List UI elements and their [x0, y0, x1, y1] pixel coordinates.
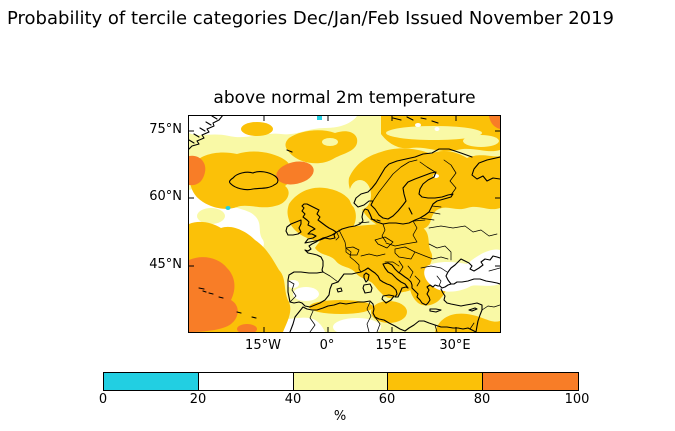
map-subtitle: above normal 2m temperature [213, 88, 476, 108]
colorbar-segment-80-100 [483, 373, 578, 390]
region-white-speck [434, 127, 440, 131]
border-switzerland [345, 246, 360, 256]
colorbar-tick-80: 80 [473, 392, 491, 407]
x-tick-label-0: 0° [319, 338, 335, 353]
region-east-of-iceland-orange [276, 161, 314, 185]
border-hungary-romania-bulgaria [394, 246, 449, 273]
y-tick-label-75n: 75°N [149, 122, 182, 137]
region-arctic-gold-spot [241, 122, 273, 136]
region-cyan-speck [317, 116, 322, 120]
region-pale-hole [322, 138, 338, 146]
region-barents-pale-band [463, 135, 499, 147]
coastline-turkey-levant [440, 288, 483, 332]
region-cyan-speck [225, 206, 231, 210]
coastline-weurope-med [287, 237, 500, 308]
region-uk-northsea-gold [287, 187, 356, 242]
border-turkey-east [481, 267, 500, 311]
axis-tick-marks [189, 116, 500, 332]
border-austria-croatia [360, 253, 400, 267]
border-north-africa [309, 301, 475, 332]
region-barents-pale-band [386, 126, 482, 140]
map-panel [188, 115, 501, 333]
colorbar-segment-60-80 [388, 373, 484, 390]
colorbar [103, 372, 579, 391]
region-med-gold [371, 301, 407, 323]
y-tick-label-60n: 60°N [149, 189, 182, 204]
coastline-ireland [285, 219, 302, 236]
border-france-east [338, 229, 362, 273]
region-maghreb-gold [309, 300, 373, 314]
coastline-med-islands [336, 272, 478, 313]
coastline-black-sea [445, 255, 500, 285]
coastline-scandinavia-baltic [322, 148, 473, 239]
region-white-speck [415, 123, 421, 127]
tick-marks [189, 116, 500, 332]
region-iberia-white [293, 287, 319, 301]
coastline-white-sea [471, 156, 500, 182]
colorbar-segment-20-40 [198, 373, 294, 390]
region-azores-orange [189, 257, 238, 332]
coastline-small-islands [198, 207, 413, 319]
x-tick-label-30e: 30°E [439, 338, 471, 353]
region-ne-corner-orange [489, 116, 500, 129]
region-arctic-white-band [189, 116, 357, 138]
border-ukraine [428, 225, 498, 261]
colorbar-segment-0-20 [104, 373, 199, 390]
border-poland-carpathians [385, 220, 418, 247]
border-layer [288, 159, 500, 332]
coastline-greenland-fjords [189, 116, 218, 144]
region-nafrica-white [333, 318, 381, 332]
border-balkans [398, 260, 442, 287]
border-baltics [413, 205, 442, 222]
coastline-iceland [228, 171, 279, 191]
x-tick-label-15e: 15°E [375, 338, 407, 353]
region-nw-orange [189, 155, 206, 186]
colorbar-tick-0: 0 [98, 392, 108, 407]
border-fennoscandia [372, 159, 457, 202]
colorbar-segment-40-60 [293, 373, 389, 390]
colorbar-unit-label: % [333, 409, 347, 424]
border-germany-poland-czech [374, 223, 394, 249]
border-pyrenees [322, 271, 339, 283]
x-tick-label-15w: 15°W [245, 338, 281, 353]
colorbar-tick-20: 20 [189, 392, 207, 407]
region-norwegian-sea-gold [285, 130, 358, 164]
region-pale-patch [197, 208, 225, 224]
border-denmark-benelux [335, 221, 370, 241]
coastline-great-britain [301, 203, 337, 244]
coastline-layer [189, 116, 500, 332]
region-ukraine-pale [431, 213, 500, 253]
region-scandinavia-gold [348, 148, 500, 232]
colorbar-tick-40: 40 [284, 392, 302, 407]
coastline-arctic-islands [286, 116, 439, 153]
coastline-greenland [189, 116, 223, 150]
region-anatolia-white [424, 249, 500, 292]
border-portugal-spain [288, 280, 297, 303]
region-azores-orange [237, 324, 257, 332]
probability-map [189, 116, 500, 332]
probability-fill-layer [189, 116, 500, 332]
colorbar-tick-60: 60 [378, 392, 396, 407]
figure-title: Probability of tercile categories Dec/Ja… [7, 8, 615, 29]
colorbar-tick-100: 100 [564, 392, 590, 407]
region-iceland-gold [189, 151, 292, 209]
y-tick-label-45n: 45°N [149, 257, 182, 272]
